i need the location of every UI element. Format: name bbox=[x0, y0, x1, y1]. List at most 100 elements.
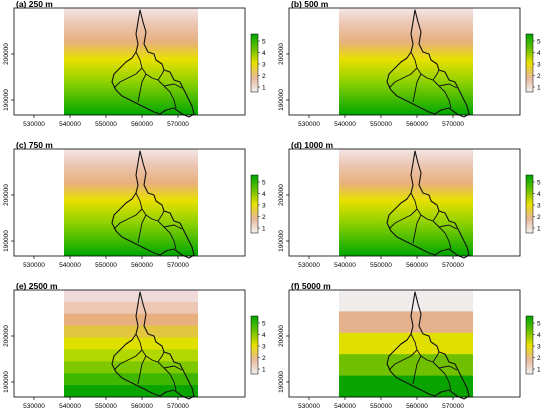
raster-band bbox=[339, 332, 473, 355]
subcatchment-boundary bbox=[157, 351, 165, 363]
map-panel: (b) 500 m 530000 540000 550000 560000 570000 1… bbox=[278, 0, 541, 128]
raster-band bbox=[339, 311, 473, 334]
x-tick-label: 550000 bbox=[370, 121, 392, 128]
legend-tick-label: 4 bbox=[262, 332, 266, 339]
y-tick-label: 190000 bbox=[278, 371, 285, 393]
x-tick-label: 560000 bbox=[131, 121, 153, 128]
subcatchment-boundary bbox=[137, 355, 147, 385]
legend-tick-label: 4 bbox=[537, 191, 541, 198]
legend-tick-label: 1 bbox=[537, 84, 541, 91]
legend-tick-label: 5 bbox=[262, 179, 266, 186]
legend-tick-label: 4 bbox=[537, 50, 541, 57]
y-tick-label: 200000 bbox=[278, 184, 285, 206]
y-tick-label: 190000 bbox=[278, 89, 285, 111]
y-tick-label: 190000 bbox=[3, 371, 10, 393]
legend-colorbar bbox=[250, 33, 259, 93]
raster-surface bbox=[64, 149, 198, 256]
subcatchment-boundary bbox=[137, 73, 147, 103]
x-tick-label: 560000 bbox=[131, 403, 153, 410]
x-tick-label: 530000 bbox=[23, 403, 45, 410]
x-tick-label: 550000 bbox=[370, 403, 392, 410]
x-tick-label: 560000 bbox=[406, 121, 428, 128]
subcatchment-boundary bbox=[412, 73, 422, 103]
raster-band bbox=[64, 361, 198, 374]
raster-surface bbox=[339, 149, 473, 256]
raster-band bbox=[64, 337, 198, 350]
legend-colorbar bbox=[525, 174, 534, 234]
legend-tick-label: 3 bbox=[262, 202, 266, 209]
x-tick-label: 550000 bbox=[95, 403, 117, 410]
subcatchment-boundary bbox=[410, 51, 452, 109]
x-tick-label: 570000 bbox=[167, 121, 189, 128]
subcatchment-boundary bbox=[157, 210, 165, 222]
x-tick-label: 540000 bbox=[334, 121, 356, 128]
legend-colorbar bbox=[525, 315, 534, 375]
legend: 1 2 3 4 5 bbox=[250, 315, 266, 375]
map-frame bbox=[13, 148, 246, 257]
raster-band bbox=[64, 385, 198, 398]
y-tick-label: 190000 bbox=[3, 230, 10, 252]
x-tick-label: 540000 bbox=[59, 262, 81, 269]
x-tick-label: 560000 bbox=[406, 262, 428, 269]
subcatchment-boundary bbox=[113, 208, 143, 230]
subcatchment-boundary bbox=[388, 67, 418, 89]
panel-title: (a) 250 m bbox=[16, 0, 53, 9]
legend-tick-label: 4 bbox=[262, 191, 266, 198]
raster-band bbox=[64, 373, 198, 386]
map-panel: (c) 750 m 530000 540000 550000 560000 570000 1… bbox=[3, 140, 266, 269]
panel-title: (d) 1000 m bbox=[291, 140, 333, 150]
legend-tick-label: 3 bbox=[262, 61, 266, 68]
y-tick-label: 200000 bbox=[278, 43, 285, 65]
map-panel: (a) 250 m 530000 540000 550000 560000 570000 1… bbox=[3, 0, 266, 128]
legend-tick-label: 1 bbox=[262, 225, 266, 232]
legend-tick-label: 3 bbox=[262, 343, 266, 350]
legend: 1 2 3 4 5 bbox=[525, 174, 541, 234]
legend-tick-label: 1 bbox=[537, 225, 541, 232]
subcatchment-boundary bbox=[113, 349, 143, 371]
legend-tick-label: 2 bbox=[262, 214, 266, 221]
x-tick-label: 530000 bbox=[298, 121, 320, 128]
x-tick-label: 530000 bbox=[298, 262, 320, 269]
legend: 1 2 3 4 5 bbox=[250, 33, 266, 93]
map-frame bbox=[288, 148, 521, 257]
legend-tick-label: 5 bbox=[537, 38, 541, 45]
x-tick-label: 550000 bbox=[95, 262, 117, 269]
subcatchment-boundary bbox=[432, 351, 440, 363]
x-tick-label: 530000 bbox=[298, 403, 320, 410]
y-tick-label: 200000 bbox=[3, 43, 10, 65]
y-tick-label: 200000 bbox=[3, 184, 10, 206]
legend-colorbar bbox=[250, 174, 259, 234]
watershed-outline bbox=[111, 9, 195, 118]
subcatchment-boundary bbox=[438, 83, 458, 89]
map-panel: (e) 2500 m 530000 540000 550000 560000 570000… bbox=[3, 281, 266, 410]
raster-band bbox=[64, 325, 198, 339]
subcatchment-boundary bbox=[135, 333, 177, 391]
x-tick-label: 540000 bbox=[59, 403, 81, 410]
x-tick-label: 540000 bbox=[334, 262, 356, 269]
subcatchment-boundary bbox=[410, 333, 452, 391]
x-tick-label: 560000 bbox=[131, 262, 153, 269]
legend-tick-label: 3 bbox=[537, 343, 541, 350]
legend: 1 2 3 4 5 bbox=[525, 315, 541, 375]
subcatchment-boundary bbox=[135, 192, 177, 250]
x-tick-label: 570000 bbox=[442, 262, 464, 269]
legend-tick-label: 4 bbox=[537, 332, 541, 339]
subcatchment-boundary bbox=[438, 224, 458, 230]
legend-tick-label: 5 bbox=[537, 320, 541, 327]
legend-tick-label: 2 bbox=[537, 214, 541, 221]
map-frame bbox=[13, 7, 246, 116]
map-frame bbox=[288, 7, 521, 116]
x-tick-label: 530000 bbox=[23, 121, 45, 128]
panel-title: (c) 750 m bbox=[16, 140, 53, 150]
subcatchment-boundary bbox=[388, 349, 418, 371]
y-tick-label: 200000 bbox=[278, 325, 285, 347]
y-tick-label: 200000 bbox=[3, 325, 10, 347]
legend-tick-label: 5 bbox=[262, 38, 266, 45]
raster-band bbox=[64, 313, 198, 327]
raster-band bbox=[64, 349, 198, 362]
legend-tick-label: 1 bbox=[537, 366, 541, 373]
subcatchment-boundary bbox=[137, 214, 147, 244]
x-tick-label: 540000 bbox=[59, 121, 81, 128]
map-frame bbox=[288, 289, 521, 398]
x-tick-label: 570000 bbox=[442, 121, 464, 128]
